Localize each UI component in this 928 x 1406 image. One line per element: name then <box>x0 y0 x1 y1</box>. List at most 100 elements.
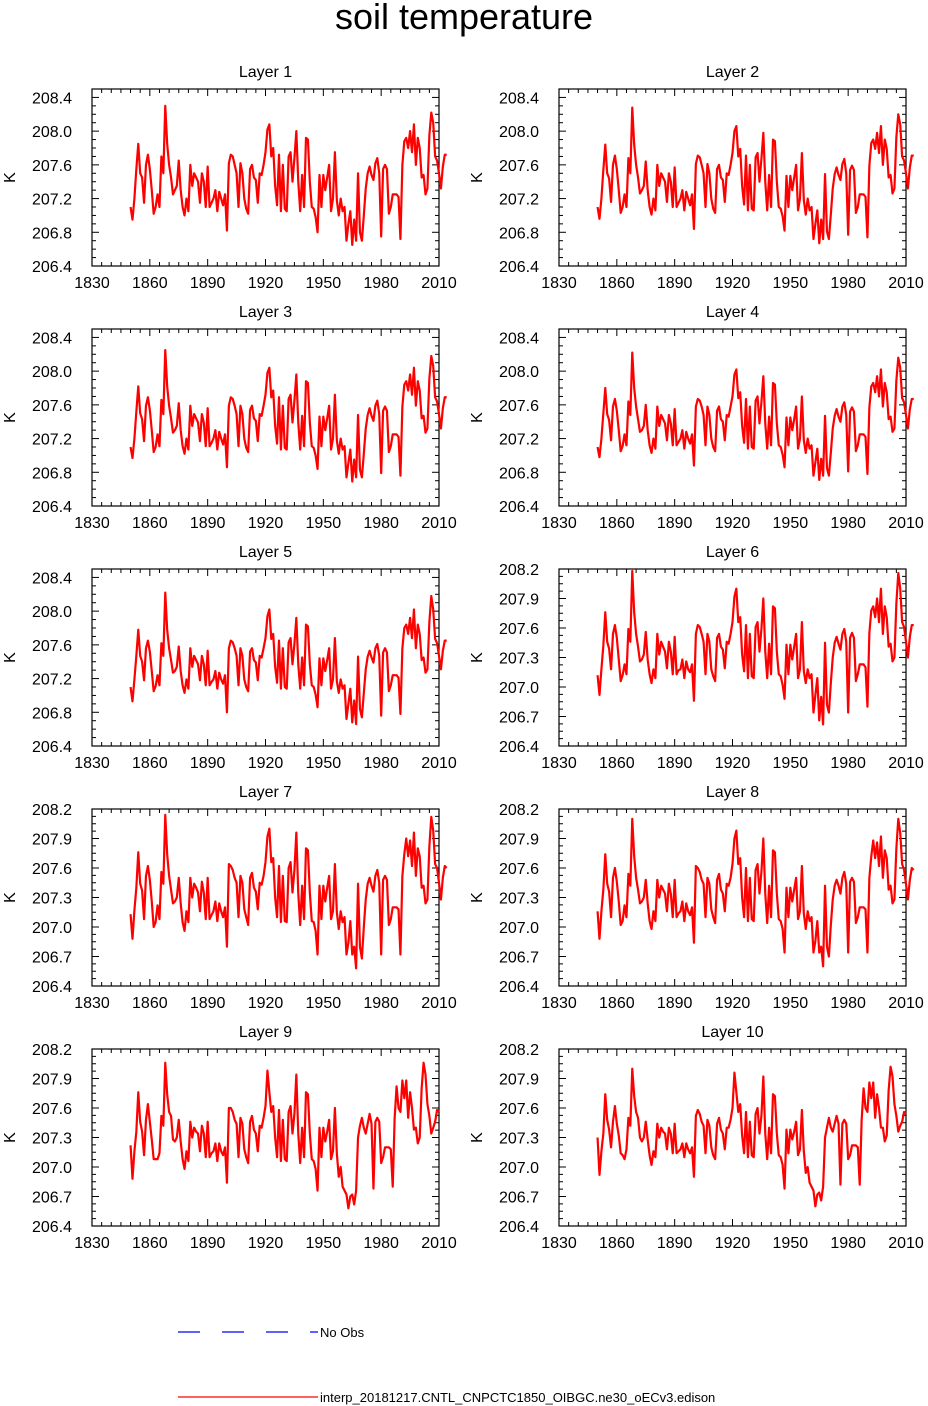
x-tick-label: 1890 <box>190 275 226 292</box>
y-tick-label: 207.6 <box>499 158 539 175</box>
y-axis-label: K <box>2 172 19 183</box>
series-line <box>129 348 447 483</box>
x-tick-label: 2010 <box>888 515 924 532</box>
panel-title: Layer 8 <box>706 784 759 801</box>
x-tick-label: 1890 <box>657 275 693 292</box>
y-axis-label: K <box>469 652 486 663</box>
x-tick-label: 1920 <box>248 755 284 772</box>
panel-title: Layer 5 <box>239 544 292 561</box>
x-tick-label: 2010 <box>421 515 457 532</box>
x-tick-label: 2010 <box>888 755 924 772</box>
y-tick-label: 207.2 <box>32 432 72 449</box>
x-tick-label: 1980 <box>363 515 399 532</box>
chart-panel-1: Layer 1 K 1830 1860 1890 1920 1950 1980 2010 206.… <box>2 64 457 292</box>
y-axis-label: K <box>469 1132 486 1143</box>
x-tick-label: 1890 <box>190 995 226 1012</box>
x-tick-label: 2010 <box>888 275 924 292</box>
legend-obs-line <box>178 1331 318 1333</box>
y-tick-label: 207.6 <box>32 158 72 175</box>
y-tick-label: 207.3 <box>32 1131 72 1148</box>
y-tick-label: 207.9 <box>499 592 539 609</box>
y-tick-label: 207.2 <box>32 192 72 209</box>
y-tick-label: 207.0 <box>499 920 539 937</box>
x-tick-label: 1920 <box>248 515 284 532</box>
y-tick-label: 208.0 <box>32 124 72 141</box>
y-axis-label: K <box>2 412 19 423</box>
y-tick-label: 207.6 <box>499 861 539 878</box>
y-tick-label: 206.7 <box>499 1190 539 1207</box>
x-tick-label: 1980 <box>363 995 399 1012</box>
y-tick-label: 207.9 <box>499 1072 539 1089</box>
chart-panel-10: Layer 10 K 1830 1860 1890 1920 1950 1980 2010 206… <box>469 1024 924 1252</box>
panel-title: Layer 4 <box>706 304 759 321</box>
y-tick-label: 207.0 <box>499 680 539 697</box>
series-line <box>596 569 914 726</box>
series-line <box>129 591 447 726</box>
x-tick-label: 1950 <box>306 995 342 1012</box>
x-tick-label: 1920 <box>248 1235 284 1252</box>
x-tick-label: 1890 <box>657 515 693 532</box>
y-tick-label: 207.6 <box>32 398 72 415</box>
x-tick-label: 1830 <box>541 275 577 292</box>
y-tick-label: 206.4 <box>32 499 72 516</box>
y-tick-label: 208.2 <box>499 562 539 579</box>
y-tick-label: 207.6 <box>499 621 539 638</box>
x-tick-label: 1860 <box>132 995 168 1012</box>
x-tick-label: 2010 <box>421 1235 457 1252</box>
y-tick-label: 206.8 <box>32 705 72 722</box>
x-tick-label: 1830 <box>541 755 577 772</box>
chart-panel-9: Layer 9 K 1830 1860 1890 1920 1950 1980 2010 206.… <box>2 1024 457 1252</box>
series-line <box>596 817 915 968</box>
x-tick-label: 1980 <box>363 1235 399 1252</box>
y-tick-label: 206.8 <box>499 465 539 482</box>
legend-model-label: interp_20181217.CNTL_CNPCTC1850_OIBGC.ne… <box>320 1390 716 1405</box>
x-tick-label: 1890 <box>190 515 226 532</box>
y-tick-label: 206.4 <box>32 739 72 756</box>
x-tick-label: 2010 <box>888 1235 924 1252</box>
y-axis-label: K <box>469 412 486 423</box>
x-tick-label: 1830 <box>74 515 110 532</box>
x-tick-label: 1980 <box>363 275 399 292</box>
chart-panel-6: Layer 6 K 1830 1860 1890 1920 1950 1980 2010 206.… <box>469 544 924 772</box>
y-tick-label: 208.2 <box>499 1042 539 1059</box>
x-tick-label: 1860 <box>132 515 168 532</box>
y-tick-label: 207.0 <box>32 920 72 937</box>
y-tick-label: 207.6 <box>32 638 72 655</box>
x-tick-label: 1860 <box>599 275 635 292</box>
panel-title: Layer 2 <box>706 64 759 81</box>
x-tick-label: 1860 <box>599 515 635 532</box>
y-tick-label: 206.4 <box>499 499 539 516</box>
y-tick-label: 206.7 <box>499 950 539 967</box>
x-tick-label: 1830 <box>74 755 110 772</box>
x-tick-label: 1980 <box>830 275 866 292</box>
chart-panel-7: Layer 7 K 1830 1860 1890 1920 1950 1980 2010 206.… <box>2 784 457 1012</box>
x-tick-label: 1860 <box>132 755 168 772</box>
x-tick-label: 1950 <box>306 515 342 532</box>
y-tick-label: 207.6 <box>32 861 72 878</box>
x-tick-label: 1950 <box>773 755 809 772</box>
chart-panel-8: Layer 8 K 1830 1860 1890 1920 1950 1980 2010 206.… <box>469 784 924 1012</box>
y-tick-label: 206.7 <box>499 710 539 727</box>
y-tick-label: 207.3 <box>499 1131 539 1148</box>
x-tick-label: 1830 <box>74 1235 110 1252</box>
x-tick-label: 1920 <box>715 755 751 772</box>
y-tick-label: 207.3 <box>499 651 539 668</box>
x-tick-label: 1860 <box>132 1235 168 1252</box>
x-tick-label: 1920 <box>715 515 751 532</box>
x-tick-label: 1860 <box>599 755 635 772</box>
y-tick-label: 206.7 <box>32 1190 72 1207</box>
y-tick-label: 206.4 <box>499 1219 539 1236</box>
chart-panel-2: Layer 2 K 1830 1860 1890 1920 1950 1980 2010 206.… <box>469 64 924 292</box>
y-tick-label: 207.9 <box>32 832 72 849</box>
y-tick-label: 207.2 <box>499 192 539 209</box>
chart-panel-5: Layer 5 K 1830 1860 1890 1920 1950 1980 2010 206.… <box>2 544 457 772</box>
y-tick-label: 206.4 <box>499 739 539 756</box>
legend-model-line <box>178 1396 318 1398</box>
panel-title: Layer 7 <box>239 784 292 801</box>
y-tick-label: 208.0 <box>32 604 72 621</box>
panel-title: Layer 3 <box>239 304 292 321</box>
x-tick-label: 1980 <box>830 515 866 532</box>
x-tick-label: 1860 <box>599 1235 635 1252</box>
y-tick-label: 207.6 <box>499 398 539 415</box>
